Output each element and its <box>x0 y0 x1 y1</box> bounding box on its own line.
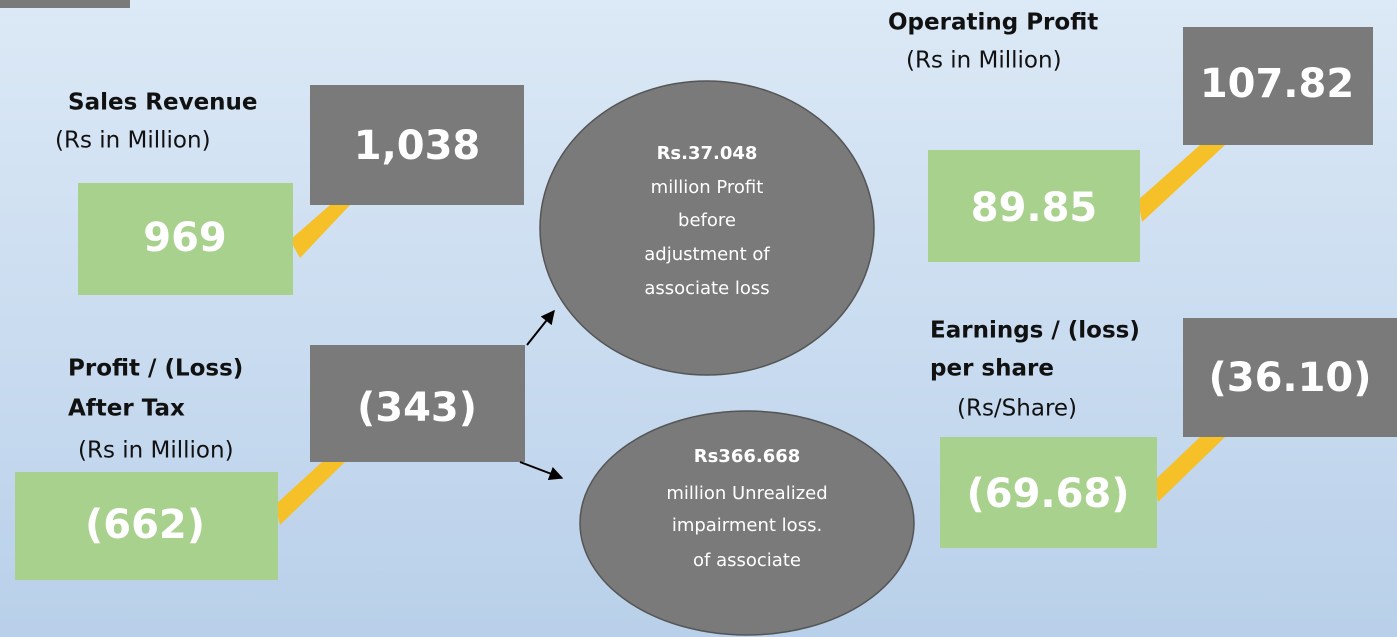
arrow <box>526 309 555 346</box>
previous-box <box>78 183 293 295</box>
note-line: before <box>678 210 736 231</box>
panel-unit: (Rs in Million) <box>55 128 211 154</box>
panel-label: Operating Profit <box>888 10 1098 36</box>
note-line: impairment loss. <box>672 515 822 536</box>
panel-label: Profit / (Loss) <box>68 356 243 382</box>
connector <box>275 462 345 525</box>
panel-unit: (Rs in Million) <box>906 48 1062 74</box>
note-title: Rs366.668 <box>694 446 801 467</box>
panel-label: Sales Revenue <box>68 90 258 116</box>
previous-box <box>15 472 278 580</box>
previous-box <box>928 150 1140 262</box>
connector <box>1138 145 1225 222</box>
panel-label: per share <box>930 356 1054 382</box>
current-box <box>310 345 525 462</box>
current-box <box>1183 318 1397 437</box>
previous-value: (662) <box>85 502 205 548</box>
note-ellipse <box>539 80 875 376</box>
previous-box <box>940 437 1157 548</box>
note-title: Rs.37.048 <box>657 143 758 164</box>
panel-unit: (Rs in Million) <box>78 438 234 464</box>
current-value: 107.82 <box>1200 61 1354 107</box>
current-value: (36.10) <box>1208 355 1371 401</box>
current-box <box>310 85 524 205</box>
note-line: million Unrealized <box>666 483 827 504</box>
panel-label: After Tax <box>68 396 185 422</box>
note-line: of associate <box>693 550 801 571</box>
previous-value: 89.85 <box>971 185 1098 231</box>
panel-label: Earnings / (loss) <box>930 318 1140 344</box>
note-ellipse <box>579 410 915 636</box>
arrow <box>519 461 564 481</box>
current-box <box>1183 27 1373 145</box>
current-value: 1,038 <box>354 123 481 169</box>
panel-unit: (Rs/Share) <box>957 396 1077 422</box>
connector <box>290 205 350 258</box>
note-line: associate loss <box>644 278 769 299</box>
note-line: adjustment of <box>644 244 770 265</box>
previous-value: 969 <box>143 215 227 261</box>
connector <box>1155 437 1225 502</box>
corner-box <box>0 0 130 8</box>
previous-value: (69.68) <box>966 471 1129 517</box>
current-value: (343) <box>357 385 477 431</box>
note-line: million Profit <box>651 177 764 198</box>
